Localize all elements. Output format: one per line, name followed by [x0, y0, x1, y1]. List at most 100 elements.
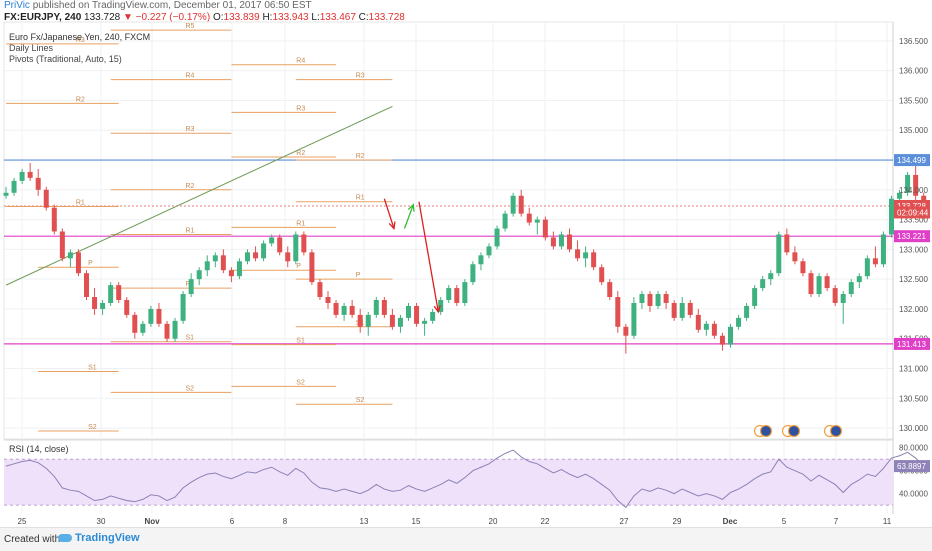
candle-body: [518, 195, 524, 214]
publish-header: PriVic published on TradingView.com, Dec…: [4, 0, 312, 11]
candle: [478, 252, 484, 271]
candle: [406, 302, 411, 321]
arrow-head: [433, 305, 441, 314]
x-tick-label: 30: [97, 517, 106, 526]
candle-body: [196, 270, 202, 280]
candle: [728, 323, 733, 348]
event-marker-icon: [753, 424, 773, 438]
forecast-arrow: [403, 203, 415, 229]
candle-body: [494, 228, 500, 247]
publish-info: published on TradingView.com, December 0…: [32, 0, 312, 11]
candles-layer: [3, 163, 927, 354]
candle: [116, 282, 122, 303]
candle: [164, 320, 170, 342]
symbol-label: FX:EURJPY, 240: [4, 12, 82, 23]
tradingview-logo[interactable]: TradingView: [58, 532, 140, 544]
high-value: 133.943: [272, 12, 309, 23]
arrow-head: [407, 203, 415, 212]
candle-body: [695, 314, 701, 330]
candle-body: [792, 252, 798, 262]
candle: [124, 297, 130, 318]
candle: [711, 320, 717, 339]
candle-body: [744, 305, 750, 318]
candle-body: [897, 192, 903, 199]
chart-canvas[interactable]: R3 R2 R1 P S1 S2 R5 R4 R3 R2 R1 P S1 S2 R4 R3 R2 R1 P S1 S2 R…: [0, 0, 932, 527]
candle-body: [679, 302, 685, 318]
candle-body: [100, 302, 106, 309]
candle-body: [3, 192, 9, 196]
author-link[interactable]: PriVic: [4, 0, 30, 11]
candle-body: [856, 276, 862, 283]
candle-body: [285, 252, 291, 262]
candle-body: [655, 294, 661, 306]
candle: [454, 285, 460, 306]
candle-body: [430, 311, 436, 321]
candle-body: [454, 288, 460, 303]
candle: [67, 249, 73, 268]
candle-body: [510, 195, 516, 214]
candle-body: [132, 314, 138, 333]
candle: [542, 216, 548, 241]
candle-body: [180, 294, 186, 321]
candle: [349, 300, 355, 318]
candle: [510, 192, 516, 217]
candle: [864, 255, 870, 280]
x-tick-label: 20: [489, 517, 498, 526]
candle-body: [591, 252, 597, 268]
x-tick-label: 27: [620, 517, 629, 526]
price-label-text: 131.413: [897, 340, 926, 349]
candle: [357, 308, 363, 333]
pivot-label: S2: [356, 397, 365, 404]
candle: [373, 297, 379, 318]
candle: [19, 168, 25, 184]
candle: [776, 231, 782, 277]
pivot-label: R4: [186, 73, 195, 80]
candle-body: [639, 294, 645, 303]
cloud-icon: [58, 534, 72, 543]
legend-daily-lines: Daily Lines: [9, 43, 54, 53]
x-tick-label: 6: [230, 517, 235, 526]
event-marker-icon: [781, 424, 801, 438]
candle-body: [389, 314, 395, 327]
candle: [196, 267, 202, 286]
candle-body: [808, 273, 814, 295]
candle: [75, 249, 81, 277]
candle-body: [728, 326, 733, 345]
candle-body: [776, 234, 782, 274]
candle: [816, 273, 822, 298]
candle-body: [228, 270, 234, 277]
candle: [236, 258, 242, 280]
candle-body: [607, 282, 613, 298]
candle: [35, 168, 41, 196]
y-tick-label: 136.500: [899, 37, 928, 46]
candle-body: [188, 279, 194, 295]
candle: [228, 267, 234, 283]
candle-body: [832, 288, 838, 303]
price-label-text: 02:09:44: [897, 208, 929, 217]
candle-body: [406, 305, 411, 318]
candle-body: [864, 258, 870, 277]
candle: [607, 279, 613, 300]
flag-icon: [759, 424, 773, 438]
price-label-text: 134.499: [897, 156, 926, 165]
candle: [333, 300, 339, 318]
candle: [422, 317, 428, 336]
candle-body: [220, 255, 226, 271]
candle: [615, 291, 621, 333]
price-change: ▼ −0.227 (−0.17%): [122, 12, 211, 23]
low-label: L:: [311, 12, 320, 23]
price-label-box: [894, 206, 930, 219]
y-tick-label: 133.500: [899, 216, 928, 225]
candle-body: [43, 189, 49, 208]
candle-body: [816, 276, 822, 295]
candle-body: [631, 302, 637, 336]
candle: [51, 204, 57, 235]
candle-body: [623, 326, 629, 336]
candle-body: [470, 264, 476, 283]
arrow-shaft: [403, 204, 414, 229]
candle: [736, 314, 742, 330]
legend-title: Euro Fx/Japanese Yen, 240, FXCM: [9, 32, 150, 42]
candle-body: [671, 302, 677, 318]
arrow-head: [388, 221, 396, 230]
x-tick-label: 7: [834, 517, 839, 526]
